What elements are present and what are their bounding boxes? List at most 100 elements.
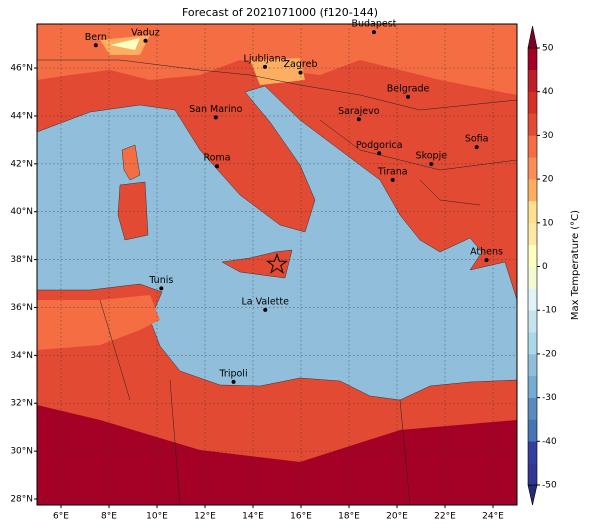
city-label: Podgorica <box>356 140 403 151</box>
colorbar-over <box>527 25 538 49</box>
city-label: Ljubljana <box>244 53 287 64</box>
colorbar-under <box>527 484 538 506</box>
city-dot <box>390 177 395 182</box>
city-dot <box>371 30 376 35</box>
colorbar-swatch <box>528 222 537 245</box>
y-tick-label: 40°N <box>10 207 33 217</box>
colorbar-tick-label: -40 <box>542 437 557 447</box>
colorbar-swatch <box>528 375 537 398</box>
colorbar: -50 -40 -30 -20 -10 0 10 20 30 40 50 <box>527 25 557 506</box>
colorbar-tick-label: 20 <box>542 175 554 185</box>
colorbar-swatch <box>528 463 537 486</box>
sardinia <box>117 181 149 241</box>
colorbar-swatch <box>528 157 537 180</box>
colorbar-tick-label: 0 <box>542 262 548 272</box>
colorbar-swatch <box>528 288 537 311</box>
city-label: Skopje <box>416 151 448 162</box>
grid <box>34 24 517 508</box>
city-label: Roma <box>203 153 230 164</box>
y-tick-label: 30°N <box>10 447 33 457</box>
city-dot <box>231 379 236 384</box>
city-dot <box>356 117 361 122</box>
city-label: Belgrade <box>387 83 430 94</box>
colorbar-tick-label: 40 <box>542 87 554 97</box>
city-dot <box>429 162 434 167</box>
x-tick-label: 24°E <box>482 512 504 522</box>
city-dot <box>213 115 218 120</box>
city-dot <box>474 145 479 150</box>
colorbar-swatch <box>528 397 537 420</box>
x-tick-label: 16°E <box>290 512 312 522</box>
colorbar-swatch <box>528 266 537 289</box>
colorbar-swatch <box>528 441 537 464</box>
x-tick-label: 8°E <box>101 512 117 522</box>
colorbar-swatch <box>528 179 537 202</box>
colorbar-swatch <box>528 113 537 136</box>
land-tunisia <box>37 295 160 350</box>
colorbar-swatch <box>528 244 537 267</box>
y-tick-label: 46°N <box>10 64 33 74</box>
city-label: Sarajevo <box>338 106 380 117</box>
colorbar-swatch <box>528 419 537 442</box>
x-tick-label: 6°E <box>53 512 69 522</box>
colorbar-swatch <box>528 353 537 377</box>
land-cool <box>100 35 305 85</box>
chart-title: Forecast of 2021071000 (f120-144) <box>182 6 378 19</box>
x-tick-label: 18°E <box>338 512 360 522</box>
y-tick-label: 44°N <box>10 111 33 121</box>
y-tick-label: 36°N <box>10 303 33 313</box>
colorbar-swatch <box>528 332 537 355</box>
colorbar-swatch <box>528 91 537 114</box>
city-label: Tripoli <box>219 368 248 379</box>
city-dot <box>143 38 148 43</box>
x-tick-label: 14°E <box>242 512 264 522</box>
city-label: Bern <box>85 32 107 43</box>
colorbar-tick-label: 50 <box>542 44 554 54</box>
city-dot <box>377 151 382 156</box>
city-label: Zagreb <box>284 59 318 70</box>
colorbar-tick-label: -10 <box>542 306 557 316</box>
city-dot <box>215 164 219 169</box>
colorbar-swatch <box>528 310 537 333</box>
colorbar-tick-label: 30 <box>542 131 554 141</box>
city-label: Tirana <box>377 166 408 177</box>
city-label: Athens <box>470 247 503 258</box>
city-dot <box>263 307 268 312</box>
city-dot <box>406 94 411 99</box>
city-label: La Valette <box>241 296 289 307</box>
x-tick-label: 12°E <box>194 512 216 522</box>
x-tick-label: 22°E <box>434 512 456 522</box>
city-dot <box>263 64 267 69</box>
map-frame <box>36 23 518 506</box>
colorbar-tick-label: 10 <box>542 218 554 228</box>
colorbar-swatch <box>528 200 537 224</box>
y-tick-label: 34°N <box>10 351 33 361</box>
colorbar-label: Max Temperature (°C) <box>570 210 581 320</box>
city-label: Tunis <box>148 275 173 286</box>
land-alps <box>110 38 140 50</box>
city-label: San Marino <box>189 104 242 115</box>
x-tick-label: 10°E <box>146 512 168 522</box>
x-tick-label: 20°E <box>386 512 408 522</box>
sicily <box>221 249 293 279</box>
colorbar-tick-label: -50 <box>542 481 557 491</box>
city-dot <box>298 70 303 75</box>
borders <box>37 59 518 506</box>
city-dot <box>93 43 98 48</box>
star-marker <box>266 252 288 274</box>
y-tick-label: 28°N <box>10 495 33 505</box>
city-dot <box>484 258 489 263</box>
y-tick-label: 38°N <box>10 255 33 265</box>
colorbar-tick-label: -20 <box>542 349 557 359</box>
city-label: Sofia <box>465 134 489 145</box>
colorbar-swatch <box>528 135 537 158</box>
y-tick-label: 32°N <box>10 399 33 409</box>
colorbar-swatch <box>528 48 537 71</box>
city-label: Vaduz <box>131 27 160 38</box>
colorbar-swatch <box>528 69 537 92</box>
colorbar-tick-label: -30 <box>542 393 557 403</box>
y-tick-label: 42°N <box>10 159 33 169</box>
corsica <box>121 144 141 181</box>
city-dot <box>159 286 164 291</box>
